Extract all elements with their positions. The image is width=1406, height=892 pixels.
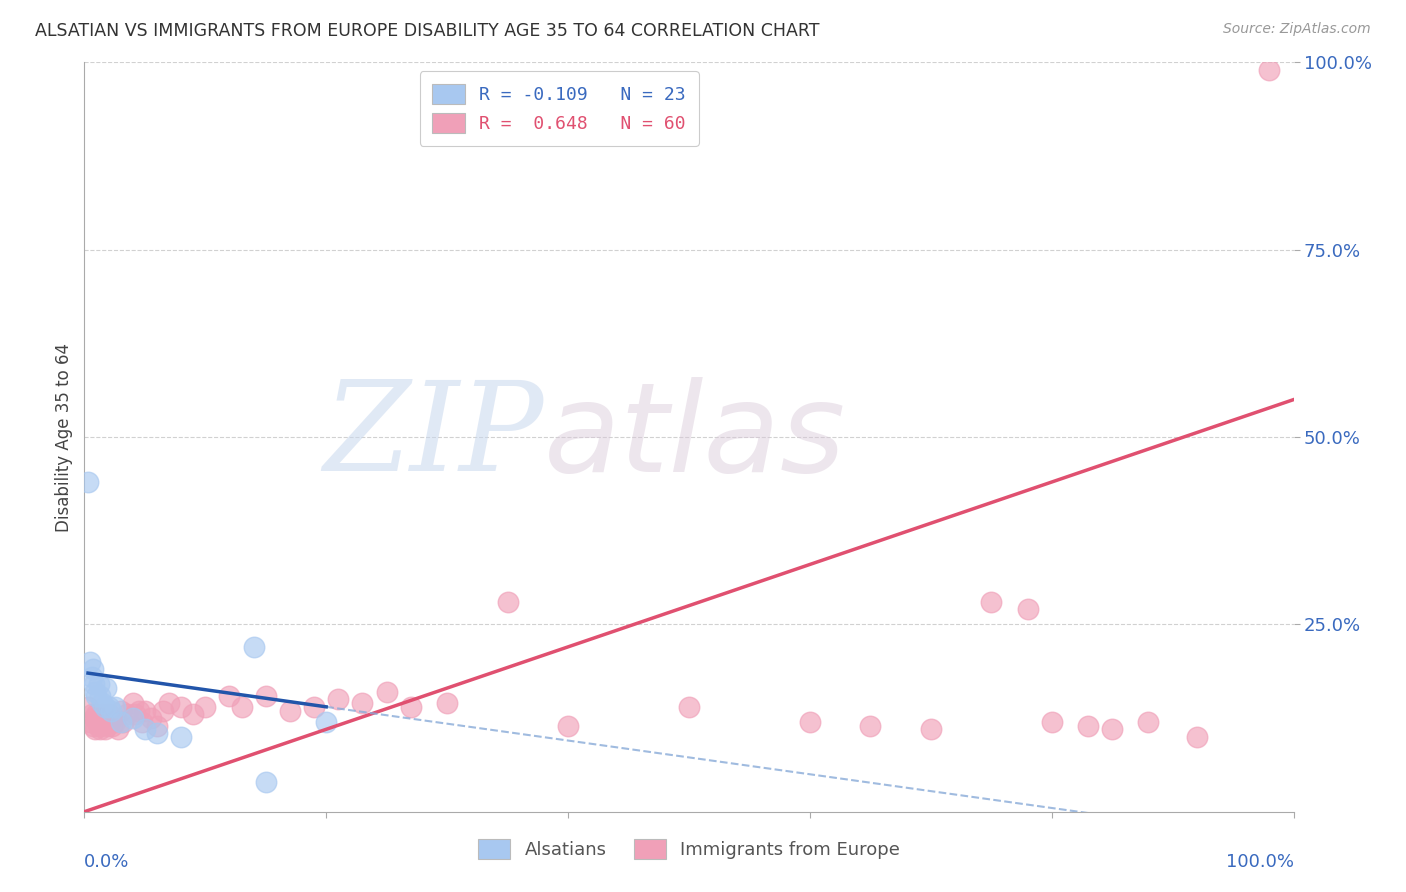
Point [302, 699, 325, 714]
Point [77, 699, 100, 714]
Point [94, 711, 117, 725]
Point [254, 689, 277, 703]
Point [139, 711, 162, 725]
Point [98, 714, 121, 729]
Point [181, 707, 204, 722]
Point [128, 704, 150, 718]
Point [86, 689, 108, 703]
Point [91, 696, 114, 710]
Point [86, 707, 108, 722]
Point [87, 718, 110, 732]
Point [278, 704, 301, 718]
Point [91, 707, 114, 722]
Point [799, 714, 821, 729]
Point [107, 723, 129, 737]
Point [146, 726, 169, 740]
Text: ZIP: ZIP [323, 376, 544, 498]
Point [152, 704, 174, 718]
Point [1137, 714, 1160, 729]
Point [86, 714, 108, 729]
Point [124, 707, 146, 722]
Point [77, 475, 100, 489]
Point [194, 699, 217, 714]
Point [315, 714, 337, 729]
Point [110, 714, 132, 729]
Point [87, 677, 110, 691]
Point [157, 696, 180, 710]
Point [104, 714, 127, 729]
Point [920, 723, 942, 737]
Point [678, 699, 700, 714]
Point [557, 718, 579, 732]
Point [83, 711, 105, 725]
Point [134, 723, 156, 737]
Y-axis label: Disability Age 35 to 64: Disability Age 35 to 64 [55, 343, 73, 532]
Point [101, 718, 124, 732]
Point [80, 670, 103, 684]
Point [100, 704, 122, 718]
Point [328, 692, 350, 706]
Point [134, 704, 156, 718]
Point [94, 681, 117, 695]
Point [1258, 62, 1281, 77]
Point [82, 718, 104, 732]
Point [859, 718, 882, 732]
Point [84, 685, 107, 699]
Point [254, 774, 277, 789]
Point [96, 718, 118, 732]
Point [80, 707, 103, 722]
Point [242, 640, 264, 654]
Point [121, 696, 143, 710]
Point [94, 699, 117, 714]
Point [352, 696, 374, 710]
Point [112, 714, 135, 729]
Point [1185, 730, 1208, 744]
Point [218, 689, 240, 703]
Point [496, 595, 519, 609]
Point [89, 723, 111, 737]
Point [110, 704, 132, 718]
Legend: Alsatians, Immigrants from Europe: Alsatians, Immigrants from Europe [470, 832, 908, 866]
Text: 0.0%: 0.0% [84, 853, 129, 871]
Text: 100.0%: 100.0% [1226, 853, 1294, 871]
Point [79, 655, 101, 669]
Point [93, 714, 115, 729]
Point [97, 707, 120, 722]
Point [79, 714, 101, 729]
Point [89, 689, 111, 703]
Point [170, 699, 193, 714]
Point [121, 711, 143, 725]
Point [82, 662, 104, 676]
Point [170, 730, 193, 744]
Point [94, 723, 117, 737]
Point [1017, 602, 1039, 616]
Text: ALSATIAN VS IMMIGRANTS FROM EUROPE DISABILITY AGE 35 TO 64 CORRELATION CHART: ALSATIAN VS IMMIGRANTS FROM EUROPE DISAB… [35, 22, 820, 40]
Point [980, 595, 1002, 609]
Point [375, 685, 398, 699]
Point [1101, 723, 1123, 737]
Point [131, 714, 153, 729]
Point [84, 723, 107, 737]
Point [83, 677, 105, 691]
Point [100, 711, 122, 725]
Point [104, 699, 127, 714]
Point [399, 699, 422, 714]
Point [436, 696, 458, 710]
Text: Source: ZipAtlas.com: Source: ZipAtlas.com [1223, 22, 1371, 37]
Point [146, 718, 169, 732]
Text: atlas: atlas [544, 376, 846, 498]
Point [1040, 714, 1063, 729]
Point [1077, 718, 1099, 732]
Point [97, 699, 120, 714]
Point [115, 707, 138, 722]
Point [231, 699, 253, 714]
